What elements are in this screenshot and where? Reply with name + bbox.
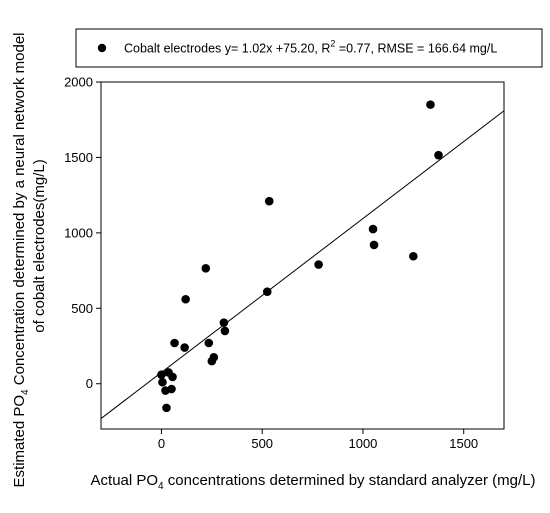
data-point [201, 264, 211, 273]
data-point [434, 150, 443, 160]
y-tick-label: 0 [86, 376, 93, 391]
y-tick-label: 500 [71, 301, 93, 316]
legend-marker [97, 43, 107, 53]
data-point [168, 372, 177, 382]
legend-text-prefix: Cobalt electrodes y= 1.02x +75.20, R [124, 42, 330, 56]
x-axis-label: Actual PO4 concentrations determined by … [91, 472, 536, 492]
data-point [157, 370, 166, 379]
legend-frame [75, 28, 543, 68]
y-tick-label: 1500 [64, 150, 93, 165]
y-tick-label: 1000 [64, 225, 93, 240]
data-point [158, 377, 167, 387]
regression-line [100, 110, 505, 419]
plot-frame [100, 81, 505, 430]
data-point [262, 287, 272, 297]
x-tick-label: 1500 [449, 436, 478, 451]
data-point [204, 338, 214, 348]
x-tick-label: 1000 [348, 436, 377, 451]
data-point [369, 240, 379, 250]
data-point [180, 343, 189, 352]
data-point [170, 338, 179, 348]
data-points [157, 100, 443, 413]
data-point [368, 224, 378, 234]
y-tick-label: 2000 [64, 75, 93, 90]
data-point [426, 100, 435, 109]
legend-label: Cobalt electrodes y= 1.02x +75.20, R2 =0… [124, 39, 497, 56]
data-point [314, 260, 323, 269]
data-point [219, 318, 229, 327]
y-axis-label-line1: Estimated PO4 Concentration determined b… [11, 33, 31, 488]
data-point [409, 251, 418, 261]
x-tick-label: 0 [158, 436, 165, 451]
legend-text-sup: 2 [330, 39, 335, 49]
data-point [209, 353, 219, 362]
data-point [181, 294, 190, 304]
fit-line-layer [100, 110, 505, 419]
legend-box: Cobalt electrodes y= 1.02x +75.20, R2 =0… [75, 28, 543, 68]
y-axis-ticks: 0 500 1000 1500 2000 [64, 75, 101, 391]
data-point [264, 196, 274, 206]
legend-text-suffix: =0.77, RMSE = 166.64 mg/L [335, 42, 497, 56]
data-point [162, 403, 171, 413]
y-axis-label-line2: of cobalt electrodes(mg/L) [31, 159, 48, 332]
data-point [220, 326, 230, 336]
x-axis-ticks: 0 500 1000 1500 [158, 429, 478, 451]
x-tick-label: 500 [251, 436, 273, 451]
data-point [167, 384, 176, 394]
